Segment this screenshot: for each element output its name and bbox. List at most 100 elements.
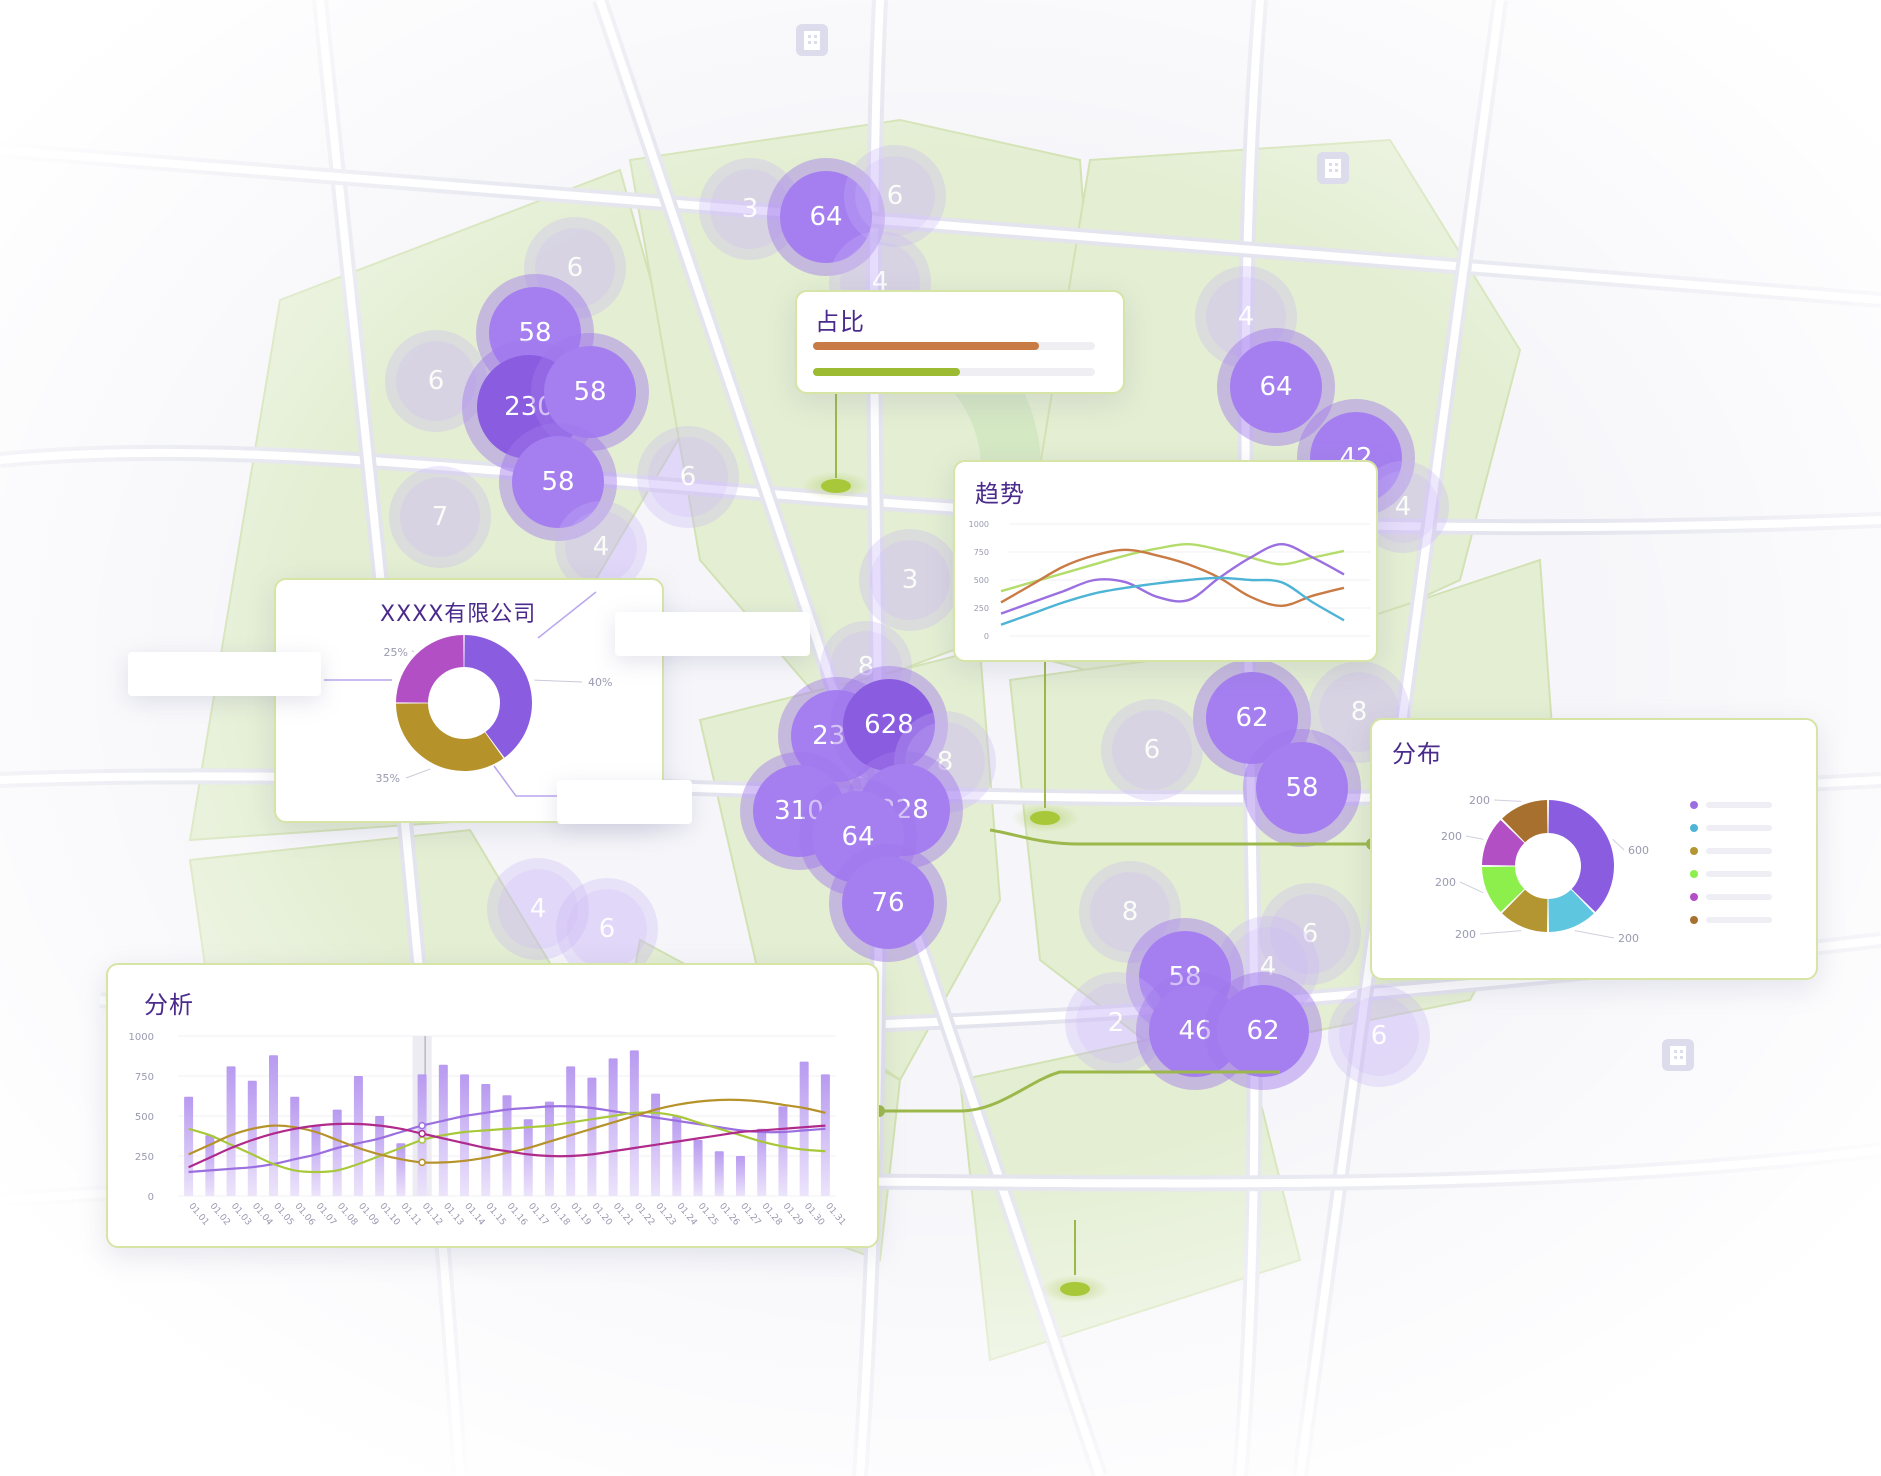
company-slice-label: 25%: [384, 646, 408, 659]
analysis-series-line-3: [188, 1098, 826, 1164]
cluster-count: 64: [1259, 372, 1293, 402]
analysis-hover-point: [418, 1158, 426, 1167]
distribution-legend-swatch: [1690, 916, 1698, 924]
analysis-bar: [714, 1151, 724, 1196]
analysis-x-tick: 01.31: [823, 1202, 847, 1228]
distribution-label-leader: [1493, 799, 1522, 802]
trend-panel-title: 趋势: [975, 480, 1025, 508]
analysis-x-tick: 01.19: [568, 1202, 592, 1228]
cluster-marker[interactable]: 4: [565, 511, 637, 583]
company-label-leader: [534, 679, 583, 683]
analysis-panel-title: 分析: [144, 991, 194, 1019]
trend-series-line-4: [1000, 576, 1345, 626]
analysis-bar: [778, 1106, 788, 1196]
distribution-panel[interactable]: 分布 600 200 200 200 200 200: [1370, 718, 1818, 980]
company-callout-right-top: [615, 612, 810, 656]
distribution-donut-slice-6: [1502, 800, 1548, 843]
analysis-x-tick: 01.07: [314, 1202, 338, 1228]
cluster-marker[interactable]: 7: [400, 477, 480, 557]
cluster-count: 6: [1143, 735, 1161, 765]
analysis-hover-point: [418, 1129, 426, 1138]
analysis-x-tick: 01.09: [356, 1202, 380, 1228]
cluster-marker[interactable]: 64: [1230, 341, 1322, 433]
cluster-count: 64: [809, 202, 843, 232]
trend-series-line-3: [1000, 542, 1345, 615]
ratio-bar-1-fill: [813, 342, 1039, 350]
building-icon: [1662, 1039, 1694, 1071]
cluster-marker[interactable]: 58: [1256, 742, 1348, 834]
trend-series-line-2: [1000, 548, 1345, 608]
distribution-slice-label: 600: [1628, 844, 1649, 857]
analysis-bar: [353, 1076, 363, 1196]
company-label-leader: [411, 650, 415, 653]
cluster-marker[interactable]: 58: [512, 436, 604, 528]
analysis-y-tick: 1000: [129, 1032, 154, 1043]
analysis-y-tick: 750: [135, 1072, 154, 1083]
cluster-count: 46: [1178, 1016, 1212, 1046]
cluster-count: 58: [573, 377, 607, 407]
distribution-slice-label: 200: [1435, 876, 1456, 889]
cluster-marker[interactable]: 6: [855, 156, 935, 236]
hotel-icon: [1317, 152, 1349, 184]
cluster-marker[interactable]: 3: [710, 169, 790, 249]
cluster-marker[interactable]: 6: [1112, 710, 1192, 790]
cluster-marker[interactable]: 76: [842, 857, 934, 949]
analysis-panel[interactable]: 分析 1000 750 500 250 0 01.01 01.02 01.03 01.04 01.…: [106, 963, 879, 1248]
cluster-marker[interactable]: 64: [780, 171, 872, 263]
company-panel-title: XXXX有限公司: [380, 602, 537, 627]
analysis-x-tick: 01.04: [250, 1202, 274, 1228]
cluster-marker[interactable]: 2: [1076, 983, 1156, 1063]
trend-y-tick: 500: [974, 576, 989, 585]
cluster-marker[interactable]: 310: [753, 765, 845, 857]
cluster-count: 8: [936, 747, 954, 777]
cluster-count: 4: [529, 894, 547, 924]
cluster-count: 62: [1235, 703, 1269, 733]
analysis-bar: [757, 1128, 767, 1196]
cluster-marker[interactable]: 4: [498, 869, 578, 949]
cluster-marker[interactable]: 628: [843, 679, 935, 771]
distribution-slice-label: 200: [1441, 830, 1462, 843]
cluster-marker[interactable]: 6: [396, 341, 476, 421]
cluster-marker[interactable]: 8: [1090, 872, 1170, 952]
cluster-count: 58: [518, 318, 552, 348]
cluster-count: 4: [1237, 302, 1255, 332]
ratio-panel[interactable]: 占比: [795, 290, 1125, 394]
cluster-count: 4: [592, 532, 610, 562]
company-callout-right-bottom: [557, 780, 692, 824]
company-donut-chart: 40% 35% 25%: [324, 591, 612, 797]
analysis-x-tick: 01.27: [738, 1202, 762, 1228]
cluster-count: 6: [427, 366, 445, 396]
map-marker-2: [1011, 804, 1079, 832]
company-label-leader: [405, 768, 431, 779]
cluster-count: 4: [1394, 492, 1412, 522]
trend-panel[interactable]: 趋势 1000 750 500 250 0: [953, 460, 1378, 662]
ratio-bar-2: [813, 368, 1095, 376]
cluster-marker[interactable]: 4: [1367, 471, 1439, 543]
building-icon: [796, 24, 828, 56]
analysis-hover-point: [418, 1121, 426, 1130]
cluster-marker[interactable]: 3: [870, 540, 950, 620]
analysis-hover-point: [418, 1136, 426, 1144]
cluster-count: 2: [1107, 1008, 1125, 1038]
cluster-count: 76: [871, 888, 905, 918]
cluster-marker[interactable]: 6: [648, 437, 728, 517]
analysis-bar: [587, 1077, 597, 1196]
analysis-bar: [608, 1058, 618, 1196]
company-donut-slice-3: [396, 635, 464, 703]
analysis-bar: [205, 1135, 215, 1196]
analysis-x-tick: 01.25: [696, 1202, 720, 1228]
cluster-marker[interactable]: 6: [1339, 996, 1419, 1076]
analysis-x-tick: 01.20: [590, 1202, 614, 1228]
analysis-x-tick: 01.14: [462, 1202, 486, 1228]
cluster-count: 7: [431, 502, 449, 532]
cluster-marker[interactable]: 6: [1270, 894, 1350, 974]
cluster-marker[interactable]: 62: [1217, 985, 1309, 1077]
cluster-count: 6: [598, 914, 616, 944]
distribution-donut-slice-4: [1482, 866, 1525, 912]
cluster-marker[interactable]: 58: [544, 346, 636, 438]
ratio-bar-1: [813, 342, 1095, 350]
cluster-marker[interactable]: 6: [567, 889, 647, 969]
analysis-x-tick: 01.18: [547, 1202, 571, 1228]
company-callout-line: [537, 591, 597, 639]
